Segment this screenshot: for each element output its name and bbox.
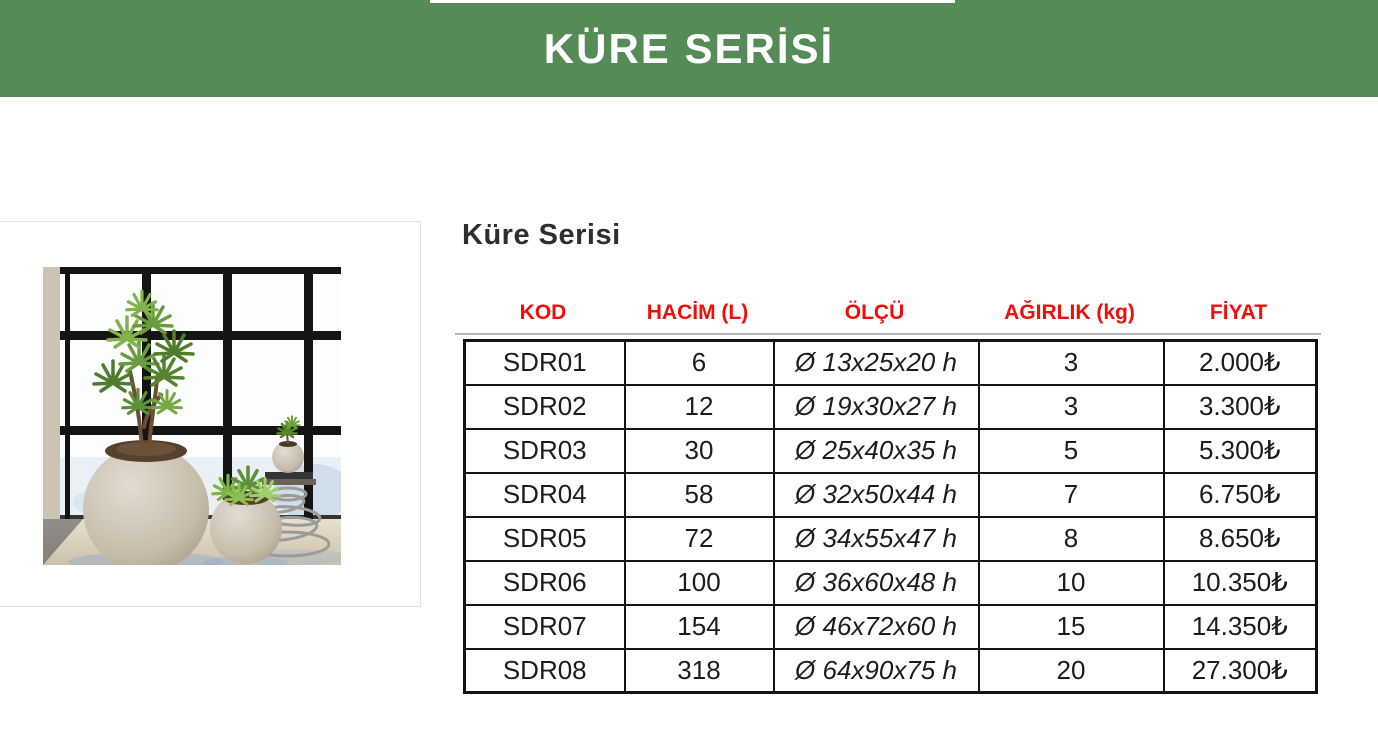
- column-header-hacim: HACİM (L): [646, 301, 749, 324]
- cell-olcu: Ø 19x30x27 h: [772, 383, 980, 430]
- column-header-fiyat: FİYAT: [1209, 301, 1268, 324]
- cell-hacim: 100: [623, 559, 775, 606]
- table-row: SDR03 30 Ø 25x40x35 h 5 5.300₺: [463, 427, 1318, 474]
- table-row: SDR08 318 Ø 64x90x75 h 20 27.300₺: [463, 647, 1318, 694]
- page-title: KÜRE SERİSİ: [543, 24, 835, 72]
- cell-hacim: 154: [623, 603, 775, 650]
- cell-agirlik: 8: [977, 515, 1165, 562]
- cell-agirlik: 7: [977, 471, 1165, 518]
- product-card: [0, 221, 421, 607]
- cell-fiyat: 8.650₺: [1162, 515, 1318, 562]
- cell-agirlik: 20: [977, 647, 1165, 694]
- cell-olcu: Ø 36x60x48 h: [772, 559, 980, 606]
- product-photo: [43, 267, 341, 565]
- table-row: SDR05 72 Ø 34x55x47 h 8 8.650₺: [463, 515, 1318, 562]
- cell-olcu: Ø 13x25x20 h: [772, 339, 980, 386]
- header-banner: KÜRE SERİSİ: [0, 0, 1378, 97]
- cell-agirlik: 3: [977, 383, 1165, 430]
- cell-hacim: 12: [623, 383, 775, 430]
- cell-olcu: Ø 25x40x35 h: [772, 427, 980, 474]
- wall: [43, 267, 60, 565]
- cell-hacim: 318: [623, 647, 775, 694]
- table-row: SDR04 58 Ø 32x50x44 h 7 6.750₺: [463, 471, 1318, 518]
- plant-pot-large: [83, 289, 209, 565]
- column-header-kod: KOD: [519, 301, 567, 324]
- table-row: SDR01 6 Ø 13x25x20 h 3 2.000₺: [463, 339, 1318, 386]
- cell-olcu: Ø 34x55x47 h: [772, 515, 980, 562]
- cell-hacim: 6: [623, 339, 775, 386]
- cell-agirlik: 3: [977, 339, 1165, 386]
- table-row: SDR07 154 Ø 46x72x60 h 15 14.350₺: [463, 603, 1318, 650]
- cell-agirlik: 5: [977, 427, 1165, 474]
- cell-hacim: 30: [623, 427, 775, 474]
- cell-agirlik: 10: [977, 559, 1165, 606]
- plant-pot-medium: [210, 465, 282, 564]
- books: [262, 472, 316, 485]
- cell-kod: SDR01: [463, 339, 626, 386]
- cell-kod: SDR04: [463, 471, 626, 518]
- plant-pot-small: [272, 415, 304, 473]
- cell-fiyat: 10.350₺: [1162, 559, 1318, 606]
- cell-kod: SDR03: [463, 427, 626, 474]
- cell-fiyat: 3.300₺: [1162, 383, 1318, 430]
- top-gap-strip: [430, 0, 955, 3]
- cell-fiyat: 6.750₺: [1162, 471, 1318, 518]
- cell-kod: SDR08: [463, 647, 626, 694]
- cell-fiyat: 27.300₺: [1162, 647, 1318, 694]
- table-row: SDR06 100 Ø 36x60x48 h 10 10.350₺: [463, 559, 1318, 606]
- column-header-olcu: ÖLÇÜ: [844, 301, 905, 324]
- table-body: SDR01 6 Ø 13x25x20 h 3 2.000₺ SDR02 12 Ø 19x30x…: [463, 339, 1318, 694]
- header-underline: [455, 333, 1321, 335]
- cell-hacim: 58: [623, 471, 775, 518]
- table-row: SDR02 12 Ø 19x30x27 h 3 3.300₺: [463, 383, 1318, 430]
- cell-kod: SDR06: [463, 559, 626, 606]
- cell-olcu: Ø 32x50x44 h: [772, 471, 980, 518]
- cell-hacim: 72: [623, 515, 775, 562]
- cell-fiyat: 2.000₺: [1162, 339, 1318, 386]
- cell-fiyat: 14.350₺: [1162, 603, 1318, 650]
- cell-olcu: Ø 64x90x75 h: [772, 647, 980, 694]
- cell-fiyat: 5.300₺: [1162, 427, 1318, 474]
- cell-olcu: Ø 46x72x60 h: [772, 603, 980, 650]
- cell-kod: SDR07: [463, 603, 626, 650]
- cell-agirlik: 15: [977, 603, 1165, 650]
- product-table: SDR01 6 Ø 13x25x20 h 3 2.000₺ SDR02 12 Ø 19x30x…: [463, 339, 1318, 694]
- section-title: Küre Serisi: [462, 219, 621, 251]
- cell-kod: SDR02: [463, 383, 626, 430]
- cell-kod: SDR05: [463, 515, 626, 562]
- table-header-row: KOD HACİM (L) ÖLÇÜ AĞIRLIK (kg) FİYAT: [463, 301, 1315, 325]
- column-header-agirlik: AĞIRLIK (kg): [1004, 301, 1135, 324]
